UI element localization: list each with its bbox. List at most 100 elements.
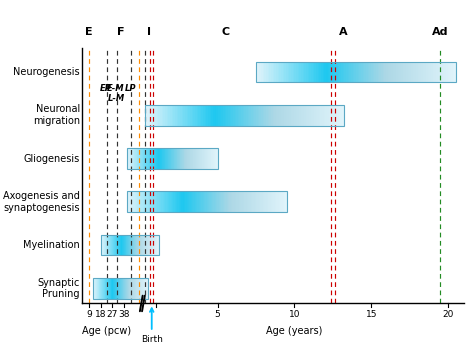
Bar: [302, 105, 304, 126]
Bar: [129, 192, 131, 212]
Bar: [109, 235, 110, 256]
Bar: [207, 148, 208, 169]
Bar: [444, 62, 446, 82]
Bar: [308, 62, 310, 82]
Bar: [279, 192, 280, 212]
Bar: [149, 192, 151, 212]
Bar: [212, 192, 213, 212]
Bar: [334, 105, 336, 126]
Bar: [261, 62, 263, 82]
Bar: [137, 278, 138, 299]
Bar: [154, 105, 155, 126]
Bar: [226, 105, 228, 126]
Bar: [259, 192, 260, 212]
Bar: [281, 105, 283, 126]
Bar: [279, 105, 281, 126]
Bar: [258, 62, 259, 82]
Bar: [306, 62, 308, 82]
Bar: [134, 148, 135, 169]
Bar: [369, 62, 371, 82]
Bar: [210, 148, 211, 169]
Bar: [170, 192, 171, 212]
Bar: [282, 192, 283, 212]
Bar: [215, 148, 216, 169]
Bar: [268, 192, 270, 212]
Bar: [280, 192, 282, 212]
Bar: [143, 278, 144, 299]
Bar: [275, 192, 276, 212]
Bar: [133, 235, 134, 256]
Bar: [124, 278, 125, 299]
Bar: [155, 235, 156, 256]
Bar: [274, 105, 276, 126]
Bar: [116, 235, 117, 256]
Bar: [164, 105, 165, 126]
Bar: [105, 278, 106, 299]
Bar: [292, 105, 294, 126]
Bar: [314, 105, 316, 126]
Text: F: F: [117, 27, 124, 37]
Bar: [162, 192, 163, 212]
Bar: [121, 235, 122, 256]
Bar: [134, 148, 135, 169]
Bar: [310, 105, 312, 126]
Bar: [220, 192, 221, 212]
Bar: [192, 148, 193, 169]
Bar: [453, 62, 454, 82]
Bar: [127, 235, 128, 256]
Bar: [101, 278, 102, 299]
Bar: [200, 148, 201, 169]
Bar: [229, 192, 231, 212]
Bar: [127, 192, 287, 212]
Bar: [247, 192, 248, 212]
Bar: [132, 148, 133, 169]
Bar: [333, 62, 334, 82]
Bar: [340, 105, 342, 126]
Bar: [274, 62, 276, 82]
Bar: [233, 192, 235, 212]
Bar: [157, 105, 159, 126]
Bar: [122, 235, 123, 256]
Bar: [146, 235, 147, 256]
Bar: [296, 105, 297, 126]
Bar: [166, 148, 167, 169]
Bar: [173, 105, 175, 126]
Bar: [137, 235, 138, 256]
Bar: [196, 192, 198, 212]
Bar: [204, 192, 206, 212]
Bar: [206, 148, 207, 169]
Bar: [184, 192, 185, 212]
Bar: [337, 62, 339, 82]
Bar: [185, 192, 187, 212]
Bar: [311, 62, 313, 82]
Bar: [140, 192, 142, 212]
Bar: [356, 62, 358, 82]
Bar: [231, 105, 233, 126]
Bar: [272, 192, 273, 212]
Bar: [256, 105, 258, 126]
Text: Neuronal
migration: Neuronal migration: [33, 104, 80, 126]
Bar: [185, 148, 186, 169]
Bar: [139, 278, 140, 299]
Bar: [141, 148, 142, 169]
Bar: [371, 62, 373, 82]
Bar: [122, 278, 123, 299]
Bar: [302, 62, 304, 82]
Bar: [258, 105, 259, 126]
Bar: [264, 105, 266, 126]
Bar: [186, 148, 187, 169]
Bar: [273, 62, 274, 82]
Bar: [131, 148, 132, 169]
Bar: [366, 62, 368, 82]
Bar: [318, 62, 319, 82]
Bar: [223, 105, 225, 126]
Bar: [152, 192, 154, 212]
Bar: [151, 192, 152, 212]
Bar: [249, 192, 251, 212]
Bar: [139, 235, 140, 256]
Bar: [183, 105, 185, 126]
Bar: [193, 148, 194, 169]
Bar: [414, 62, 416, 82]
Bar: [367, 62, 369, 82]
Bar: [106, 278, 107, 299]
